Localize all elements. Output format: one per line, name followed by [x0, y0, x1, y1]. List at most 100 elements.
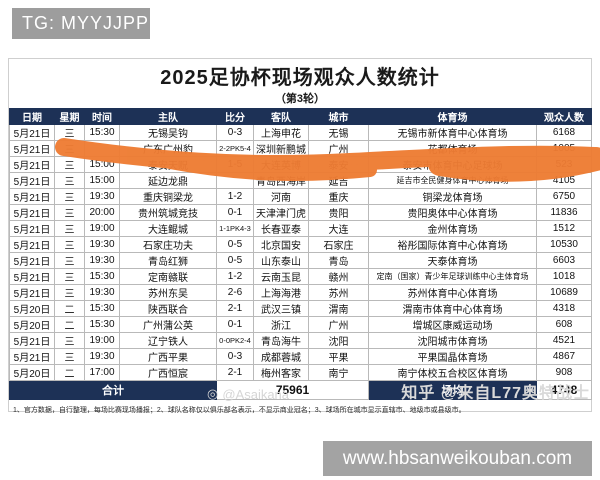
- table-cell: 沈阳: [308, 332, 369, 349]
- average-label: 场均: [368, 380, 537, 400]
- table-cell: 延边龙鼎: [119, 172, 217, 189]
- table-cell: 渭南市体育中心体育场: [368, 300, 537, 317]
- table-cell: 5月21日: [9, 124, 55, 141]
- table-cell: 1-5: [216, 156, 254, 173]
- table-cell: 延吉: [308, 172, 369, 189]
- column-header: 城市: [308, 108, 369, 125]
- table-cell: 15:00: [84, 156, 120, 173]
- table-row: 5月21日三 15:30 无锡吴钩 0-3 上海申花 无锡 无锡市新体育中心体育场 6168: [9, 124, 592, 141]
- table-cell: 5月20日: [9, 364, 55, 381]
- table-cell: 523: [536, 156, 592, 173]
- table-cell: 4867: [536, 348, 592, 365]
- table-cell: 19:30: [84, 348, 120, 365]
- table-cell: 2-1: [216, 300, 254, 317]
- table-cell: 无锡吴钩: [119, 124, 217, 141]
- table-cell: 河南: [253, 188, 309, 205]
- author-watermark: ◎ @Asaikana: [207, 386, 289, 402]
- table-cell: 山东泰山: [253, 252, 309, 269]
- table-cell: 0-5: [216, 236, 254, 253]
- table-cell: 5月21日: [9, 140, 55, 157]
- table-row: 5月21日三 19:30 青岛红狮 0-5 山东泰山 青岛 天泰体育场 6603: [9, 252, 592, 269]
- table-total-row: 合计 75961 场均 4748: [9, 380, 592, 400]
- table-cell: 4318: [536, 300, 592, 317]
- column-header: 主队: [119, 108, 217, 125]
- tg-watermark-text: TG: MYYJJPP: [22, 13, 150, 33]
- table-cell: 1018: [536, 268, 592, 285]
- table-cell: 平果国晶体育场: [368, 348, 537, 365]
- table-cell: 5月21日: [9, 268, 55, 285]
- table-cell: 苏州体育中心体育场: [368, 284, 537, 301]
- table-cell: 天津津门虎: [253, 204, 309, 221]
- table-cell: 无锡市新体育中心体育场: [368, 124, 537, 141]
- table-row: 5月21日三 15:00 延边龙鼎 青岛西海岸 延吉 延吉市全民健身体育中心体育场 4105: [9, 172, 592, 189]
- stats-card: 2025足协杯现场观众人数统计 （第3轮） 日期 星期 时间 主队 比分 客队 城市 体育场观…: [8, 58, 592, 414]
- author-logo-icon: ◎: [207, 386, 219, 401]
- table-cell: 平果: [308, 348, 369, 365]
- page-subtitle: （第3轮）: [274, 93, 326, 105]
- table-cell: 6168: [536, 124, 592, 141]
- table-row: 5月21日三 15:30 定南赣联 1-2 云南玉昆 赣州 定南（国家）青少年足球训练中心主…: [9, 268, 592, 285]
- table-row: 5月21日三 15:00 泰安天贶 1-5 大连英博 泰安 泰安市体育中心足球场 523: [9, 156, 592, 173]
- table-cell: 苏州: [308, 284, 369, 301]
- site-watermark-text: www.hbsanweikouban.com: [342, 447, 573, 469]
- table-cell: 10530: [536, 236, 592, 253]
- table-cell: 19:00: [84, 332, 120, 349]
- table-cell: 三: [54, 172, 85, 189]
- table-cell: 19:00: [84, 220, 120, 237]
- table-cell: 5月21日: [9, 172, 55, 189]
- table-header-row: 日期 星期 时间 主队 比分 客队 城市 体育场 观众人数: [9, 108, 592, 125]
- table-cell: 19:30: [84, 236, 120, 253]
- table-cell: 0-3: [216, 124, 254, 141]
- table-cell: 0-5: [216, 252, 254, 269]
- table-cell: 重庆铜梁龙: [119, 188, 217, 205]
- table-cell: 重庆: [308, 188, 369, 205]
- table-cell: 5月21日: [9, 220, 55, 237]
- table-cell: 延吉市全民健身体育中心体育场: [368, 172, 537, 189]
- table-cell: 0-3: [216, 348, 254, 365]
- table-cell: 5月21日: [9, 252, 55, 269]
- column-header: 日期: [9, 108, 55, 125]
- table-cell: 长春亚泰: [253, 220, 309, 237]
- table-row: 5月20日二 15:30 广州蒲公英 0-1 浙江 广州 增城区康威运动场 608: [9, 316, 592, 333]
- table-cell: 6603: [536, 252, 592, 269]
- table-cell: 三: [54, 140, 85, 157]
- table-cell: 大连英博: [253, 156, 309, 173]
- table-cell: 5月21日: [9, 332, 55, 349]
- table-cell: 三: [54, 332, 85, 349]
- table-cell: 三: [54, 188, 85, 205]
- table-cell: 花都体育场: [368, 140, 537, 157]
- table-cell: 金州体育场: [368, 220, 537, 237]
- footnote: 1、官方数据，自行整理，每场比赛现场播报；2、球队名称仅以俱乐部名表示，不显示商…: [13, 407, 466, 414]
- table-cell: 贵阳奥体中心体育场: [368, 204, 537, 221]
- table-cell: 赣州: [308, 268, 369, 285]
- table-cell: 0-1: [216, 204, 254, 221]
- table-cell: 广西恒宸: [119, 364, 217, 381]
- table-cell: 泰安: [308, 156, 369, 173]
- table-body: 5月21日三 15:30 无锡吴钩 0-3 上海申花 无锡 无锡市新体育中心体育场 6168 5…: [9, 124, 592, 381]
- table-cell: 无锡: [308, 124, 369, 141]
- table-cell: 广州蒲公英: [119, 316, 217, 333]
- table-cell: 广州: [308, 316, 369, 333]
- table-cell: 10689: [536, 284, 592, 301]
- table-cell: 三: [54, 348, 85, 365]
- table-cell: 云南玉昆: [253, 268, 309, 285]
- table-cell: 贵州筑城竞技: [119, 204, 217, 221]
- table-row: 5月21日三 19:30 重庆铜梁龙 1-2 河南 重庆 铜梁龙体育场 6750: [9, 188, 592, 205]
- table-cell: 20:00: [84, 204, 120, 221]
- table-cell: 15:00: [84, 172, 120, 189]
- table-row: 5月21日三 19:30 广西平果 0-3 成都蓉城 平果 平果国晶体育场 4867: [9, 348, 592, 365]
- table-row: 5月20日二 17:00 广西恒宸 2-1 梅州客家 南宁 南宁体校五合校区体育场 908: [9, 364, 592, 381]
- table-cell: 5月21日: [9, 204, 55, 221]
- table-cell: 5月21日: [9, 236, 55, 253]
- table-cell: 三: [54, 252, 85, 269]
- table-cell: 大连鲲城: [119, 220, 217, 237]
- table-cell: 4105: [536, 172, 592, 189]
- table-cell: 二: [54, 300, 85, 317]
- table-cell: 裕彤国际体育中心体育场: [368, 236, 537, 253]
- table-cell: 1512: [536, 220, 592, 237]
- table-cell: 15:30: [84, 300, 120, 317]
- table-cell: 15:30: [84, 124, 120, 141]
- table-cell: 5月21日: [9, 156, 55, 173]
- zhihu-watermark: 知乎 @来自L77奥特战士: [401, 385, 590, 402]
